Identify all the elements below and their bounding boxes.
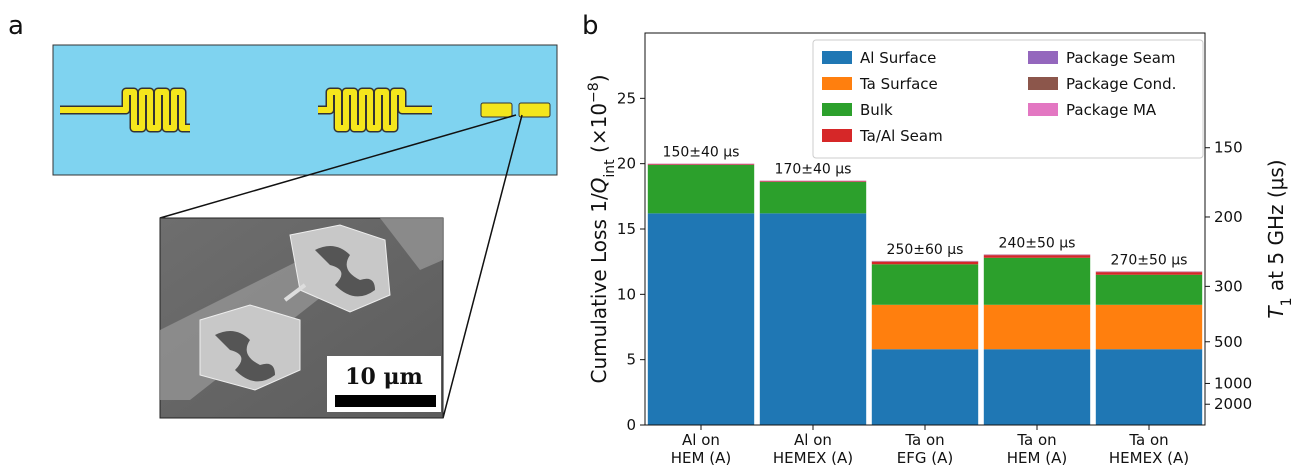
panel-label: b	[582, 11, 599, 41]
x-tick-label: Al on	[794, 431, 832, 449]
bar-segment	[1095, 274, 1203, 305]
bar-annotation: 150±40 μs	[663, 145, 740, 161]
legend-label: Al Surface	[860, 49, 936, 67]
y2-tick-label: 500	[1214, 333, 1243, 351]
y-axis-label-part: (×10	[587, 103, 611, 159]
plot-frame	[644, 32, 1206, 426]
y2-tick-label: 150	[1214, 139, 1243, 157]
bar-segment	[871, 349, 979, 425]
legend-swatch	[1028, 103, 1058, 116]
bar-segment	[1095, 349, 1203, 425]
bar-segment	[871, 261, 979, 265]
bar-segment	[1095, 304, 1203, 350]
y-tick-label: 25	[617, 89, 636, 107]
bar-segment	[983, 349, 1091, 425]
bar-annotation: 270±50 μs	[1111, 252, 1188, 268]
bar-annotation: 170±40 μs	[775, 162, 852, 178]
panel-label: a	[8, 11, 24, 41]
y-axis-label-part: )	[587, 74, 611, 82]
legend-swatch	[822, 51, 852, 64]
bar-segment	[759, 181, 867, 182]
y2-tick-label: 300	[1214, 277, 1243, 295]
scale-bar-label: 10 μm	[345, 364, 423, 390]
bar-segment	[983, 304, 1091, 350]
x-tick-label: HEMEX (A)	[1109, 449, 1189, 467]
legend-label: Package Cond.	[1066, 75, 1176, 93]
legend-swatch	[1028, 51, 1058, 64]
bar-segment	[871, 264, 979, 305]
bar-segment	[647, 164, 755, 165]
y2-axis-label-part: T	[1264, 305, 1288, 319]
y2-tick-label: 200	[1214, 208, 1243, 226]
legend-label: Ta/Al Seam	[859, 127, 943, 145]
y-axis-label-part: Cumulative Loss 1/	[587, 193, 611, 383]
legend-label: Ta Surface	[859, 75, 938, 93]
chip-schematic	[52, 44, 558, 419]
y-tick-label: 15	[617, 220, 636, 238]
y-tick-label: 10	[617, 285, 636, 303]
bar-segment	[759, 213, 867, 425]
legend-label: Bulk	[860, 101, 893, 119]
x-tick-label: HEMEX (A)	[773, 449, 853, 467]
y2-tick-label: 2000	[1214, 395, 1252, 413]
legend: Al Surface Ta Surface Bulk Ta/Al Seam Packag…	[812, 39, 1204, 159]
legend-label: Package MA	[1066, 101, 1157, 119]
x-tick-label: Ta on	[904, 431, 944, 449]
legend-swatch	[822, 129, 852, 142]
y-tick-label: 20	[617, 155, 636, 173]
x-tick-label: EFG (A)	[897, 449, 953, 467]
y2-axis-label-part: 1	[1279, 297, 1294, 306]
bar-annotation: 240±50 μs	[999, 235, 1076, 251]
y-axis-label-part: int	[602, 159, 618, 178]
y-axis-label-part: Q	[587, 178, 611, 194]
x-tick-label: Al on	[682, 431, 720, 449]
legend-swatch	[1028, 77, 1058, 90]
y-axis-label-part: −8	[586, 82, 602, 103]
bar-segment	[647, 164, 755, 214]
legend-swatch	[822, 77, 852, 90]
bar-segment	[759, 181, 867, 214]
bar-segment	[983, 255, 1091, 258]
bar-annotation: 250±60 μs	[887, 242, 964, 258]
y2-axis-label: T1 at 5 GHz (μs)	[1264, 159, 1294, 318]
x-tick-label: Ta on	[1128, 431, 1168, 449]
bar-segment	[983, 257, 1091, 305]
y2-axis-label-part: at 5 GHz (μs)	[1264, 159, 1288, 297]
legend-swatch	[822, 103, 852, 116]
bar-segment	[1095, 272, 1203, 275]
legend-label: Package Seam	[1066, 49, 1176, 67]
bar-segment	[647, 213, 755, 425]
x-tick-label: HEM (A)	[1007, 449, 1067, 467]
y2-tick-label: 1000	[1214, 374, 1252, 392]
y-axis-label: Cumulative Loss 1/Qint (×10−8)	[586, 74, 618, 383]
sem-image: 10 μm	[159, 217, 444, 419]
legend-frame	[812, 39, 1204, 159]
y-tick-label: 5	[626, 351, 636, 369]
y-tick-label: 0	[626, 416, 636, 434]
x-tick-label: HEM (A)	[671, 449, 731, 467]
x-tick-label: Ta on	[1016, 431, 1056, 449]
bar-segment	[871, 304, 979, 350]
